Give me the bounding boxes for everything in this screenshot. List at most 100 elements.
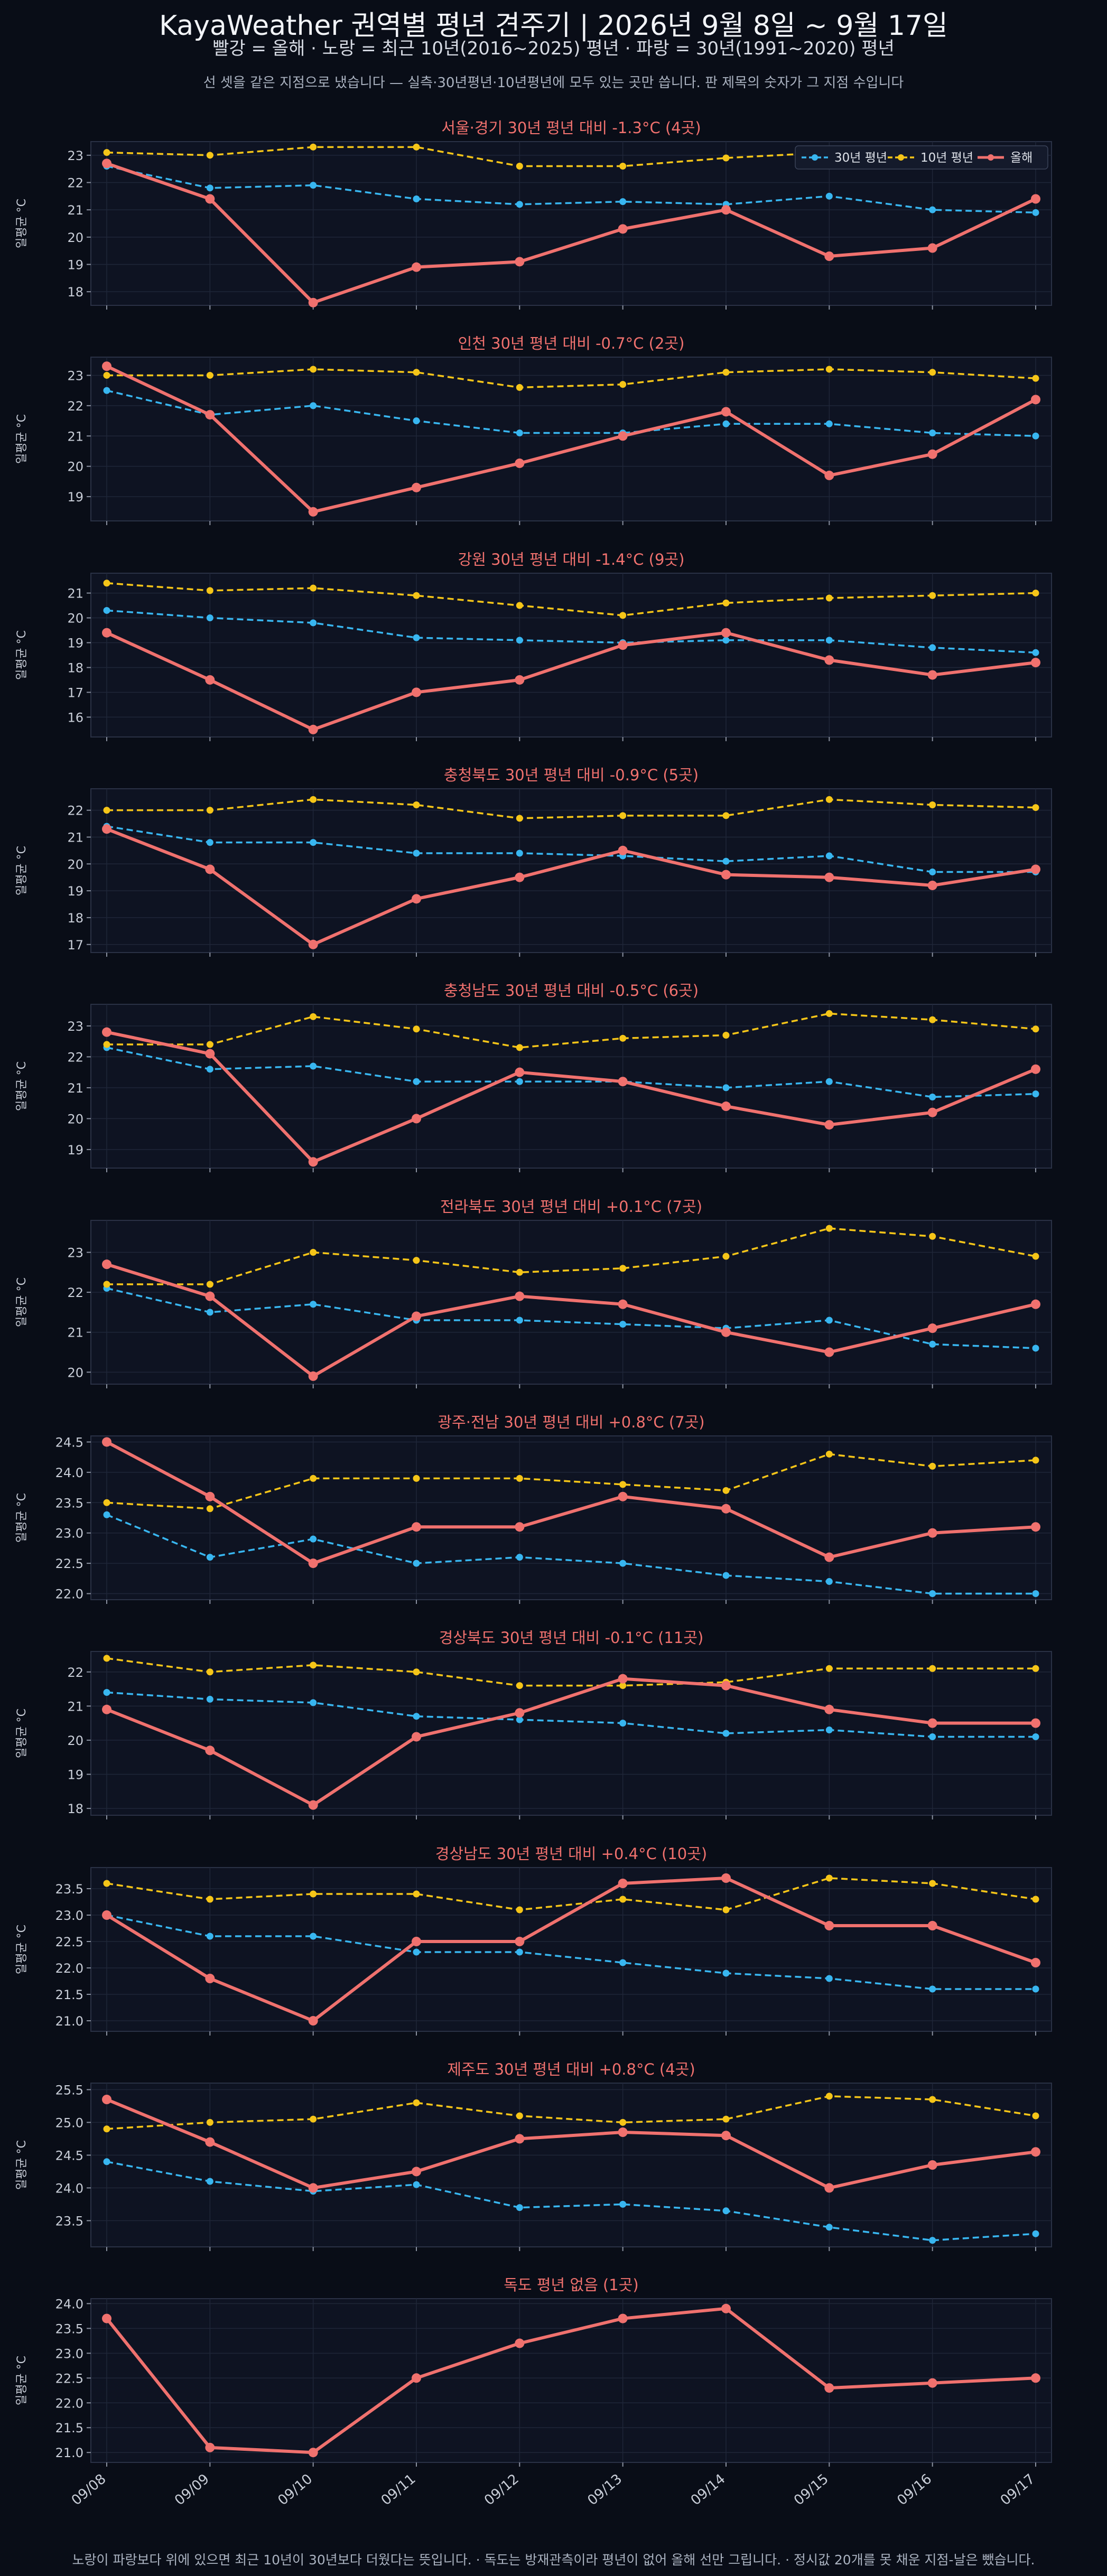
data-point xyxy=(927,1528,937,1538)
data-point xyxy=(824,470,834,480)
panel-10: 제주도 30년 평년 대비 +0.8°C (4곳) 23.5 24.0 24.5 25.… xyxy=(15,2060,1052,2251)
data-point xyxy=(205,410,215,420)
legend-label: 10년 평년 xyxy=(920,151,973,165)
y-tick-label: 22 xyxy=(67,1050,83,1065)
y-tick-label: 24.0 xyxy=(55,2181,83,2196)
data-point xyxy=(413,2181,420,2188)
data-point xyxy=(618,2313,628,2323)
data-point xyxy=(412,1311,421,1321)
y-tick-label: 23 xyxy=(67,148,83,163)
data-point xyxy=(308,1157,318,1167)
y-axis-label: 일평균 °C xyxy=(15,2356,29,2405)
y-tick-label: 22.0 xyxy=(55,1587,83,1602)
data-point xyxy=(515,2338,525,2348)
data-point xyxy=(205,2137,215,2147)
panel-title: 전라북도 30년 평년 대비 +0.1°C (7곳) xyxy=(440,1198,702,1216)
data-point xyxy=(310,1890,317,1898)
data-point xyxy=(103,807,110,814)
data-point xyxy=(929,1462,936,1470)
data-point xyxy=(206,1281,213,1288)
data-point xyxy=(102,1259,111,1270)
data-point xyxy=(721,2303,731,2313)
data-point xyxy=(1032,1090,1039,1098)
data-point xyxy=(929,1093,936,1100)
y-tick-label: 18 xyxy=(67,660,83,675)
data-point xyxy=(516,1906,523,1914)
data-point xyxy=(515,872,525,882)
data-point xyxy=(515,1067,525,1077)
y-tick-label: 22 xyxy=(67,1665,83,1680)
y-tick-label: 20 xyxy=(67,1112,83,1126)
y-tick-label: 17 xyxy=(67,685,83,700)
data-point xyxy=(722,1253,730,1260)
data-point xyxy=(1032,1457,1039,1464)
panel-5: 충청남도 30년 평년 대비 -0.5°C (6곳) 19 20 21 22 23 일평균 … xyxy=(15,982,1052,1172)
series-line xyxy=(106,1877,1036,1911)
y-tick-label: 21.0 xyxy=(55,2446,83,2460)
data-point xyxy=(1031,1522,1040,1532)
data-point xyxy=(825,192,833,200)
data-point xyxy=(824,1704,834,1714)
data-point xyxy=(1032,1733,1039,1740)
data-point xyxy=(516,430,523,437)
data-point xyxy=(102,2313,111,2323)
data-point xyxy=(516,1268,523,1276)
data-point xyxy=(310,402,317,409)
data-point xyxy=(206,1695,213,1703)
data-point xyxy=(1032,590,1039,597)
data-point xyxy=(103,1689,110,1696)
data-point xyxy=(825,594,833,602)
y-axis-label: 일평균 °C xyxy=(15,1925,29,1974)
y-tick-label: 21 xyxy=(67,1081,83,1096)
panel-frame xyxy=(90,2083,1052,2247)
data-point xyxy=(206,1066,213,1073)
series-line xyxy=(106,631,1036,731)
data-point xyxy=(722,420,730,427)
data-point xyxy=(825,637,833,644)
y-tick-label: 18 xyxy=(67,285,83,300)
data-point xyxy=(310,1474,317,1482)
data-point xyxy=(310,1933,317,1940)
y-tick-label: 23.5 xyxy=(55,1882,83,1897)
data-point xyxy=(619,163,627,170)
panel-frame xyxy=(90,1867,1052,2032)
data-point xyxy=(308,1800,318,1810)
data-point xyxy=(929,1733,936,1740)
data-point xyxy=(825,1010,833,1018)
data-point xyxy=(618,640,628,650)
data-point xyxy=(413,369,420,376)
y-tick-label: 20 xyxy=(67,1733,83,1748)
data-point xyxy=(721,1681,731,1691)
data-point xyxy=(618,224,628,234)
data-point xyxy=(205,1746,215,1756)
y-tick-label: 19 xyxy=(67,636,83,651)
data-point xyxy=(1032,1665,1039,1672)
series-line xyxy=(106,1657,1036,1687)
data-point xyxy=(927,1718,937,1728)
panel-frame xyxy=(90,1004,1052,1169)
data-point xyxy=(413,195,420,202)
data-point xyxy=(206,1554,213,1561)
series-line xyxy=(107,1227,1036,1285)
data-point xyxy=(103,580,110,587)
data-point xyxy=(102,361,111,371)
y-tick-label: 18 xyxy=(67,911,83,926)
data-point xyxy=(102,628,111,638)
panel-title: 독도 평년 없음 (1곳) xyxy=(504,2276,639,2294)
series-line xyxy=(106,1047,1036,1098)
x-tick-label: 09/08 xyxy=(69,2471,109,2508)
data-point xyxy=(516,1716,523,1723)
y-tick-label: 22.0 xyxy=(55,2396,83,2411)
panel-1: 서울·경기 30년 평년 대비 -1.3°C (4곳) 18 19 20 21 22 23 일… xyxy=(15,119,1052,310)
panel-2: 인천 30년 평년 대비 -0.7°C (2곳) 19 20 21 22 23 일평균 °C xyxy=(15,334,1052,525)
y-tick-label: 23.5 xyxy=(55,2214,83,2228)
y-tick-label: 21 xyxy=(67,1326,83,1340)
data-point xyxy=(722,1084,730,1091)
data-point xyxy=(929,206,936,213)
data-point xyxy=(927,1921,937,1930)
legend-label: 올해 xyxy=(1010,151,1032,165)
y-tick-label: 23 xyxy=(67,1019,83,1034)
data-point xyxy=(516,201,523,208)
data-point xyxy=(825,1726,833,1734)
